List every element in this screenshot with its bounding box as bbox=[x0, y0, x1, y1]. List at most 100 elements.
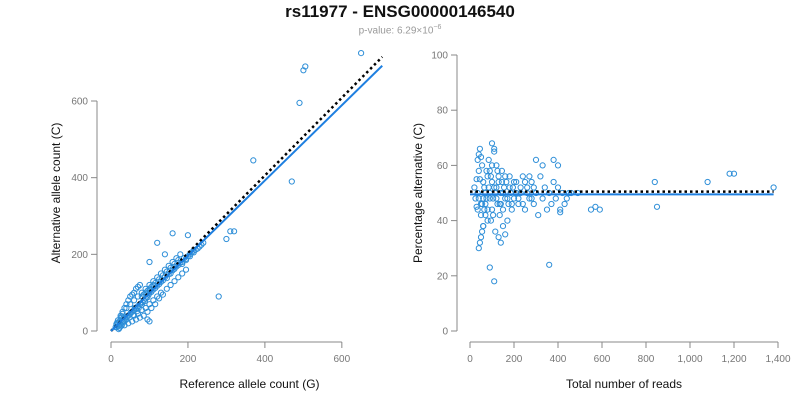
data-point bbox=[483, 167, 490, 174]
chart-title: rs11977 - ENSG00000146540 bbox=[285, 2, 515, 21]
data-point bbox=[161, 251, 168, 258]
data-point bbox=[486, 167, 493, 174]
data-point bbox=[510, 195, 518, 202]
x-tick-label: 400 bbox=[550, 354, 567, 365]
data-point bbox=[144, 308, 151, 315]
data-point bbox=[526, 173, 533, 180]
data-point bbox=[480, 178, 487, 186]
y-tick-label: 0 bbox=[442, 327, 448, 338]
x-tick-label: 200 bbox=[506, 354, 523, 365]
y-tick-label: 80 bbox=[437, 106, 449, 117]
x-tick-label: 0 bbox=[108, 354, 114, 365]
data-point bbox=[136, 281, 143, 289]
data-point bbox=[184, 232, 191, 239]
data-point bbox=[506, 184, 513, 191]
data-point bbox=[493, 184, 500, 191]
data-point bbox=[508, 206, 515, 213]
data-point bbox=[574, 189, 581, 197]
data-point bbox=[543, 206, 551, 213]
data-point bbox=[118, 313, 125, 320]
data-point bbox=[726, 170, 733, 177]
data-point bbox=[502, 173, 509, 180]
data-point bbox=[485, 156, 492, 163]
y-tick-label: 40 bbox=[437, 216, 449, 227]
data-point bbox=[495, 234, 502, 241]
data-point bbox=[358, 50, 365, 57]
data-point bbox=[476, 145, 483, 152]
data-point bbox=[494, 200, 501, 208]
data-point bbox=[490, 212, 497, 219]
data-point bbox=[704, 178, 711, 186]
data-point bbox=[150, 278, 157, 285]
x-tick-label: 200 bbox=[180, 354, 197, 365]
data-point bbox=[146, 281, 153, 289]
data-point bbox=[142, 285, 149, 292]
data-point bbox=[144, 316, 151, 323]
data-point bbox=[159, 291, 166, 298]
data-point bbox=[502, 231, 509, 238]
data-point bbox=[474, 156, 481, 163]
data-point bbox=[506, 173, 513, 180]
x-tick-label: 0 bbox=[467, 354, 473, 365]
data-point bbox=[175, 274, 182, 281]
data-point bbox=[482, 189, 489, 197]
data-point bbox=[474, 206, 481, 213]
data-point bbox=[519, 200, 526, 208]
data-point bbox=[488, 178, 496, 186]
data-point bbox=[550, 156, 557, 163]
data-point bbox=[513, 178, 520, 186]
data-point bbox=[487, 217, 494, 224]
data-point bbox=[479, 162, 486, 169]
data-point bbox=[497, 239, 504, 246]
data-point bbox=[730, 170, 738, 177]
data-point bbox=[127, 293, 134, 300]
data-point bbox=[154, 274, 161, 281]
data-point bbox=[482, 212, 489, 219]
data-point bbox=[138, 289, 145, 296]
data-point bbox=[132, 285, 140, 292]
data-point bbox=[482, 200, 489, 208]
data-point bbox=[152, 301, 159, 308]
data-point bbox=[488, 206, 496, 213]
data-point bbox=[502, 195, 509, 202]
y-tick-label: 60 bbox=[437, 161, 449, 172]
data-point bbox=[494, 167, 501, 174]
data-point bbox=[477, 154, 485, 161]
data-point bbox=[496, 212, 503, 219]
data-point bbox=[554, 184, 562, 191]
data-point bbox=[510, 178, 518, 186]
data-point bbox=[493, 162, 500, 169]
data-point bbox=[473, 176, 480, 183]
data-point bbox=[504, 217, 511, 224]
data-point bbox=[131, 297, 138, 304]
data-point bbox=[528, 195, 535, 202]
y-axis-label: Percentage alternative (C) bbox=[411, 123, 425, 263]
data-point bbox=[479, 228, 486, 235]
reference-line bbox=[110, 56, 384, 332]
data-point bbox=[129, 291, 136, 298]
x-axis-label: Reference allele count (G) bbox=[179, 377, 319, 391]
data-point bbox=[535, 212, 542, 219]
data-point bbox=[296, 99, 303, 107]
data-point bbox=[557, 209, 564, 216]
data-point bbox=[592, 203, 599, 210]
data-point bbox=[475, 245, 482, 252]
data-point bbox=[596, 206, 603, 213]
data-point bbox=[495, 178, 502, 186]
data-point bbox=[161, 266, 168, 273]
data-point bbox=[561, 200, 568, 208]
data-point bbox=[484, 173, 491, 180]
data-point bbox=[651, 178, 658, 186]
data-point bbox=[148, 304, 155, 312]
data-point bbox=[517, 184, 524, 191]
data-point bbox=[479, 200, 486, 208]
data-point bbox=[491, 148, 498, 155]
data-point bbox=[524, 184, 531, 191]
data-point bbox=[121, 322, 128, 329]
data-point bbox=[537, 173, 544, 180]
data-point bbox=[163, 285, 170, 292]
chart-subtitle: p-value: 6.29×10−6 bbox=[0, 24, 800, 36]
data-point bbox=[546, 261, 553, 268]
data-point bbox=[157, 289, 165, 296]
